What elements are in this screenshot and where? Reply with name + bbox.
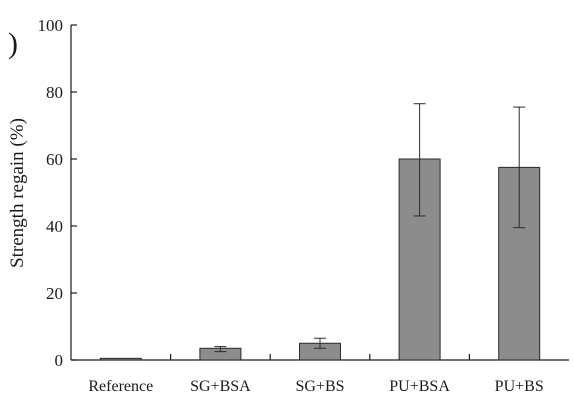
x-tick-label: Reference <box>88 378 153 395</box>
panel-marker: ) <box>8 27 18 60</box>
y-axis-label: Strength regain (%) <box>7 118 28 268</box>
bar-reference <box>99 357 142 361</box>
error-bar-sg-bsa <box>214 346 227 353</box>
x-axis-tick-labels: Reference SG+BSA SG+BS PU+BSA PU+BS <box>88 378 543 395</box>
x-tick-label: SG+BSA <box>190 378 251 395</box>
x-axis-ticks <box>170 354 470 360</box>
x-tick-label: PU+BS <box>495 378 544 395</box>
y-tick-label: 100 <box>38 16 64 35</box>
y-axis-ticks: 0 20 40 60 80 100 <box>38 16 77 370</box>
error-bar-pu-bsa <box>413 103 426 217</box>
y-tick-label: 20 <box>46 284 63 303</box>
y-tick-label: 80 <box>46 83 63 102</box>
error-bar-series <box>214 103 526 353</box>
error-bar-sg-bs <box>314 337 326 349</box>
bar-series <box>99 158 541 361</box>
x-tick-label: SG+BS <box>295 378 344 395</box>
y-tick-label: 60 <box>46 150 63 169</box>
y-tick-label: 0 <box>55 351 64 370</box>
y-tick-label: 40 <box>46 217 63 236</box>
x-tick-label: PU+BSA <box>389 378 450 395</box>
error-bar-pu-bs <box>513 106 526 229</box>
